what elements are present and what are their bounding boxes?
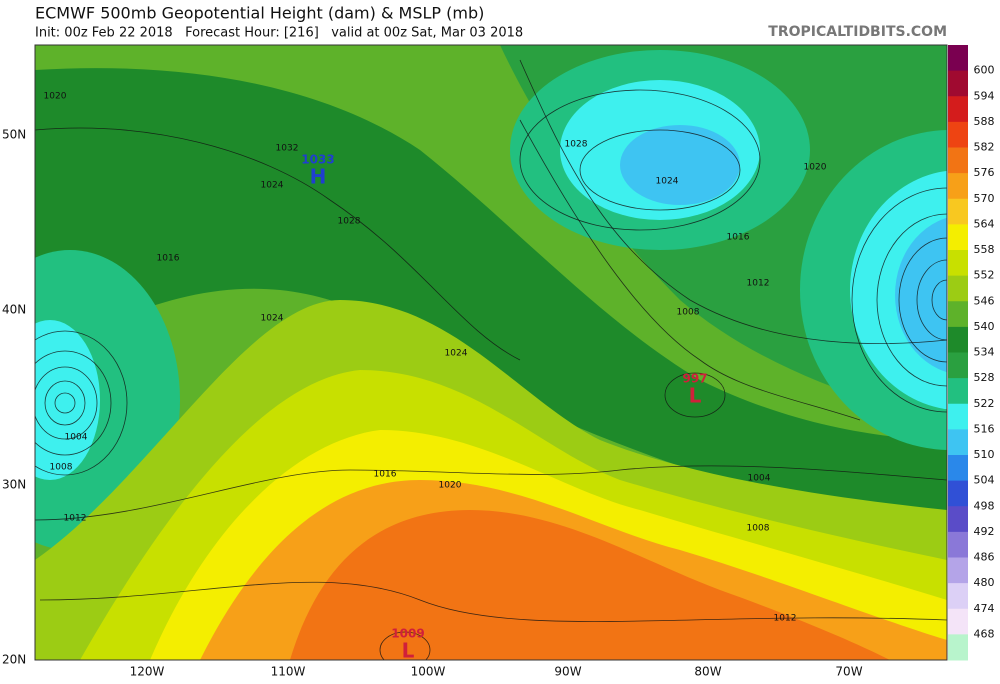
isobars <box>35 59 947 660</box>
colorbar-label: 540 <box>974 320 995 333</box>
colorbar-label: 588 <box>974 115 995 128</box>
colorbar-cell <box>948 608 968 635</box>
colorbar-label: 486 <box>974 551 995 564</box>
isobar-label: 1028 <box>338 217 361 227</box>
source: TROPICALTIDBITS.COM <box>768 24 947 40</box>
colorbar-label: 492 <box>974 525 995 538</box>
map-frame <box>34 44 948 661</box>
isobar-label: 1012 <box>774 614 797 624</box>
colorbar-cell <box>948 506 968 533</box>
isobar-label: 1008 <box>747 524 770 534</box>
latitude-label: 40N <box>2 303 26 317</box>
colorbar-cell <box>948 326 968 353</box>
colorbar-label: 498 <box>974 499 995 512</box>
colorbar-cell <box>948 70 968 97</box>
colorbar-label: 564 <box>974 217 995 230</box>
colorbar-label: 570 <box>974 192 995 205</box>
map-fill <box>35 45 947 660</box>
pressure-symbol: L <box>689 384 702 408</box>
isobar-label: 1016 <box>157 254 180 264</box>
isobar-label: 1024 <box>656 177 679 187</box>
latitude-label: 20N <box>2 653 26 667</box>
colorbar-label: 474 <box>974 602 995 615</box>
longitude-label: 80W <box>694 665 721 679</box>
colorbar-cell <box>948 275 968 302</box>
colorbar-cell <box>948 224 968 251</box>
colorbar-cell <box>948 96 968 123</box>
isobar-label: 1024 <box>261 314 284 324</box>
colorbar-cell <box>948 121 968 148</box>
colorbar-label: 522 <box>974 397 995 410</box>
colorbar-cell <box>948 301 968 328</box>
isobar-label: 1012 <box>64 514 87 524</box>
latitude-label: 30N <box>2 478 26 492</box>
pressure-value: 997 <box>682 372 707 386</box>
subtitle: Init: 00z Feb 22 2018 Forecast Hour: [21… <box>35 26 523 41</box>
colorbar-label: 534 <box>974 346 995 359</box>
isobar-label: 1032 <box>276 144 299 154</box>
colorbar-cell <box>948 45 968 72</box>
colorbar-label: 516 <box>974 422 995 435</box>
colorbar-label: 576 <box>974 166 995 179</box>
pressure-value: 1033 <box>301 153 334 167</box>
colorbar-label: 558 <box>974 243 995 256</box>
colorbar-cell <box>948 583 968 610</box>
colorbar-cell <box>948 403 968 430</box>
isobar-label: 1016 <box>374 470 397 480</box>
colorbar: 600 594 588 582 576 570 564 558 552 546 540 534 528 5… <box>948 45 995 661</box>
isobar-label: 1020 <box>439 481 462 491</box>
isobar-label: 1024 <box>445 349 468 359</box>
colorbar-label: 600 <box>974 64 995 77</box>
isobar-label: 1024 <box>261 181 284 191</box>
colorbar-label: 552 <box>974 269 995 282</box>
colorbar-cell <box>948 429 968 456</box>
colorbar-label: 528 <box>974 371 995 384</box>
latitude-label: 50N <box>2 128 26 142</box>
isobar-label: 1004 <box>748 474 771 484</box>
colorbar-cell <box>948 531 968 558</box>
longitude-label: 110W <box>271 665 306 679</box>
isobar-label: 1020 <box>804 163 827 173</box>
colorbar-label: 468 <box>974 627 995 640</box>
isobar-label: 1008 <box>50 463 73 473</box>
colorbar-cell <box>948 455 968 482</box>
isobar-label: 1016 <box>727 233 750 243</box>
pressure-symbol: H <box>310 165 327 189</box>
colorbar-cell <box>948 147 968 174</box>
colorbar-cell <box>948 352 968 379</box>
colorbar-cell <box>948 198 968 225</box>
colorbar-label: 480 <box>974 576 995 589</box>
colorbar-label: 510 <box>974 448 995 461</box>
longitude-label: 70W <box>835 665 862 679</box>
colorbar-label: 546 <box>974 294 995 307</box>
longitude-label: 100W <box>411 665 446 679</box>
colorbar-cell <box>948 173 968 200</box>
isobar-label: 1028 <box>565 140 588 150</box>
colorbar-cell <box>948 378 968 405</box>
isobar-label: 1012 <box>747 279 770 289</box>
title: ECMWF 500mb Geopotential Height (dam) & … <box>35 4 484 23</box>
isobar-label: 1008 <box>677 308 700 318</box>
pressure-symbol: L <box>402 639 415 663</box>
colorbar-label: 504 <box>974 474 995 487</box>
longitude-label: 90W <box>554 665 581 679</box>
colorbar-cell <box>948 634 968 661</box>
colorbar-cell <box>948 557 968 584</box>
colorbar-label: 594 <box>974 89 995 102</box>
isobar-label: 1020 <box>44 92 67 102</box>
colorbar-cell <box>948 250 968 277</box>
colorbar-cell <box>948 480 968 507</box>
isobar-label: 1004 <box>65 433 88 443</box>
pressure-value: 1009 <box>391 627 424 641</box>
longitude-label: 120W <box>130 665 165 679</box>
colorbar-label: 582 <box>974 141 995 154</box>
